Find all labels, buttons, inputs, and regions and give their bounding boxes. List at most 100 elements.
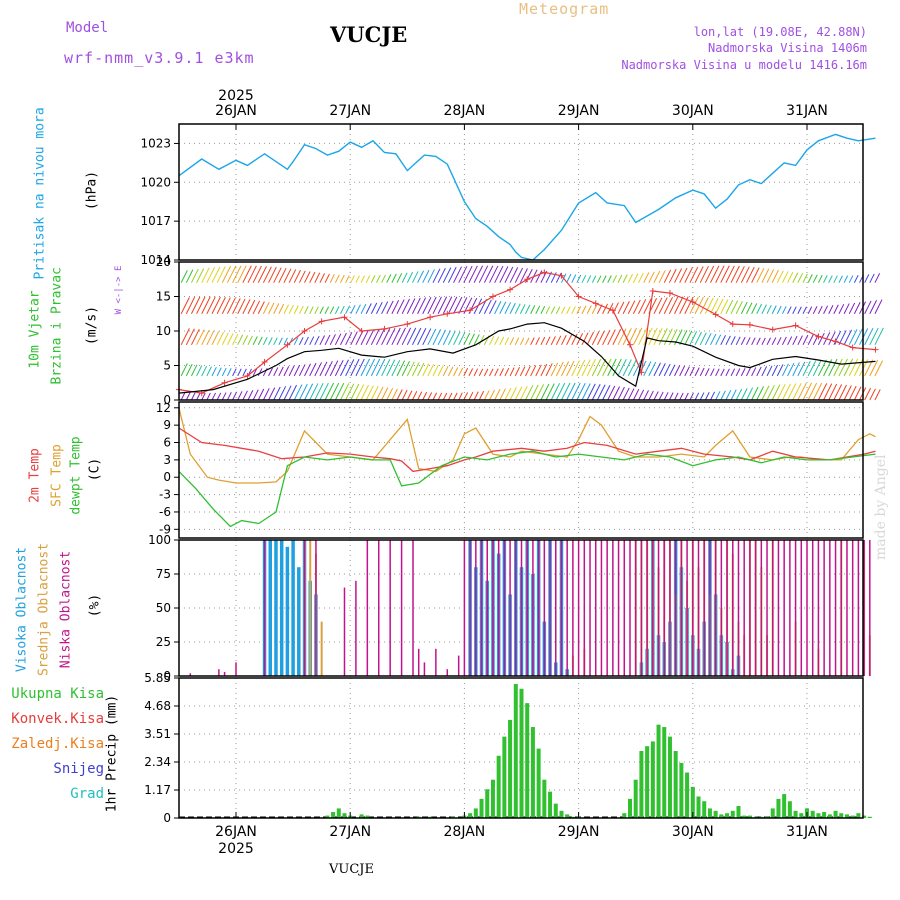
wind-arrow bbox=[309, 336, 315, 346]
wind-arrow bbox=[848, 329, 858, 346]
wind-arrow bbox=[715, 265, 725, 283]
precip-bar bbox=[822, 812, 827, 818]
wind-arrow bbox=[288, 384, 297, 401]
wind-arrow bbox=[864, 274, 870, 283]
wind-arrow bbox=[519, 385, 528, 401]
wind-arrow bbox=[355, 275, 360, 283]
wind-arrow bbox=[817, 359, 827, 377]
wind-arrow bbox=[329, 360, 339, 377]
wind-arrow bbox=[781, 336, 787, 346]
wind-arrow bbox=[555, 382, 566, 401]
wind-arrow bbox=[776, 305, 782, 314]
wind-ytick-label: 20 bbox=[156, 255, 171, 269]
wind-arrow bbox=[776, 270, 784, 283]
wind-arrow bbox=[792, 362, 800, 377]
bottom-day-label: 28JAN bbox=[444, 824, 486, 840]
precip-bar bbox=[867, 816, 872, 818]
low-cloud-bar bbox=[520, 540, 523, 676]
wind-arrow bbox=[504, 367, 510, 377]
low-cloud-bar bbox=[789, 540, 791, 676]
precip-bar bbox=[496, 755, 501, 818]
precip-bar bbox=[468, 813, 473, 818]
low-cloud-bar bbox=[526, 540, 528, 676]
wind-arrow bbox=[730, 368, 736, 377]
wind-arrow bbox=[283, 268, 292, 283]
wind-arrow bbox=[787, 383, 797, 401]
wind-arrow bbox=[612, 386, 621, 401]
wind-arrow bbox=[257, 301, 265, 314]
wind-arrow bbox=[540, 305, 546, 314]
gust-marker bbox=[444, 310, 451, 317]
wind-arrow bbox=[545, 336, 551, 346]
wind-arrow bbox=[781, 271, 789, 283]
wind-arrow bbox=[761, 268, 770, 283]
wind-arrow bbox=[324, 334, 331, 346]
wind-arrow bbox=[720, 299, 729, 314]
wind-arrow bbox=[360, 275, 366, 283]
wind-arrow bbox=[648, 327, 658, 346]
wind-arrow bbox=[725, 368, 730, 377]
wind-arrow bbox=[463, 265, 473, 283]
wind-arrow bbox=[514, 386, 523, 401]
low-cloud-bar bbox=[800, 540, 803, 676]
wind-arrow bbox=[566, 360, 575, 377]
wind-arrow bbox=[823, 383, 833, 401]
wind-arrow bbox=[324, 306, 330, 314]
precip-ytick-label: 0 bbox=[163, 811, 171, 825]
wind-arrow bbox=[725, 335, 731, 346]
wind-arrow bbox=[715, 368, 720, 377]
wind-arrow bbox=[730, 300, 739, 314]
wind-arrow bbox=[607, 275, 612, 283]
dewpt-line bbox=[178, 450, 876, 528]
low-cloud-bar bbox=[218, 669, 220, 676]
wind-arrow bbox=[401, 360, 410, 377]
top-day-label: 30JAN bbox=[672, 103, 714, 119]
high-cloud-bar bbox=[268, 540, 273, 676]
wind-arrow bbox=[571, 382, 581, 401]
wind-arrow bbox=[206, 267, 216, 283]
wind-arrow bbox=[689, 392, 694, 401]
wind-arrow bbox=[504, 266, 514, 283]
wind-arrow bbox=[293, 269, 301, 283]
wind-arrow bbox=[180, 391, 186, 401]
wind-arrow bbox=[247, 299, 256, 314]
wind-arrow bbox=[792, 272, 799, 283]
wind-arrow bbox=[658, 328, 668, 346]
wind-arrow bbox=[319, 335, 326, 346]
wind-arrow bbox=[746, 302, 753, 314]
wind-arrow bbox=[550, 306, 556, 314]
wind-arrow bbox=[211, 266, 221, 283]
wind-arrow bbox=[514, 366, 520, 377]
wind-arrow bbox=[679, 392, 684, 401]
low-cloud-bar bbox=[555, 540, 557, 676]
wind-arrow bbox=[602, 385, 611, 401]
wind-arrow bbox=[838, 303, 845, 314]
wind-arrow bbox=[807, 306, 813, 314]
wind-arrow bbox=[632, 299, 641, 314]
wind-arrow bbox=[591, 275, 597, 283]
wind-arrow bbox=[191, 268, 199, 283]
wind-arrow bbox=[766, 304, 772, 314]
low-cloud-bar bbox=[537, 540, 540, 676]
wind-arrow bbox=[771, 384, 781, 401]
low-cloud-bar bbox=[829, 540, 831, 676]
wind-arrow bbox=[278, 337, 283, 346]
low-cloud-bar bbox=[703, 540, 705, 676]
gust-marker bbox=[261, 359, 268, 366]
wind-arrow bbox=[817, 383, 828, 401]
bottom-day-label: 31JAN bbox=[786, 824, 828, 840]
precip-bar bbox=[645, 746, 650, 818]
wind-arrow bbox=[802, 334, 809, 346]
legend-hail: Grad bbox=[70, 786, 104, 802]
wind-arrow bbox=[201, 392, 206, 401]
wind-arrow bbox=[226, 368, 232, 377]
wind-arrow bbox=[715, 391, 721, 401]
precip-bar bbox=[565, 814, 570, 818]
wind-arrow bbox=[221, 392, 227, 401]
precip-bar bbox=[325, 815, 330, 818]
wind-arrow bbox=[848, 275, 854, 283]
wind-arrow bbox=[376, 328, 385, 346]
wind-arrow bbox=[226, 265, 237, 283]
wind-arrow bbox=[566, 334, 573, 346]
wind-arrow bbox=[514, 303, 521, 314]
